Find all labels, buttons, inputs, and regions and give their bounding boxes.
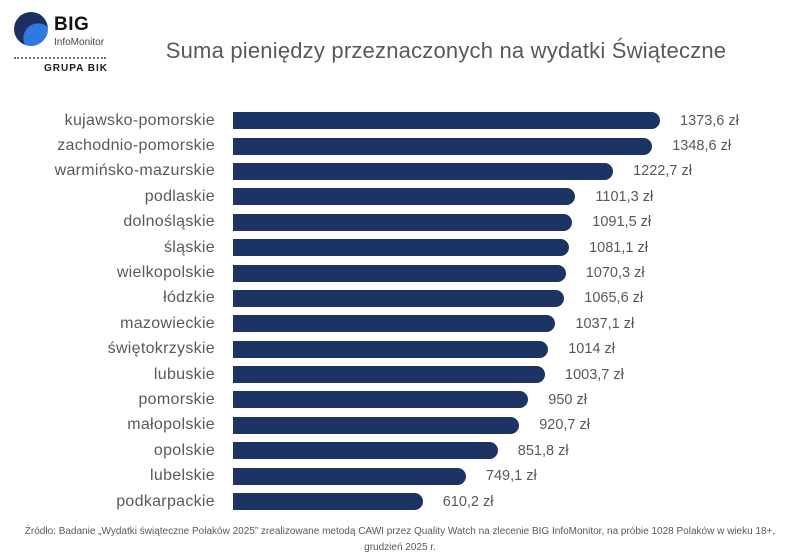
bar	[233, 442, 498, 460]
bar	[233, 289, 565, 307]
category-label: podlaskie	[144, 187, 215, 205]
value-label: 1081,1 zł	[589, 239, 648, 256]
bar	[233, 391, 529, 409]
category-label: opolskie	[153, 441, 215, 459]
chart-row: podkarpackie 610,2 zł	[0, 489, 800, 514]
bar	[233, 340, 549, 358]
value-label: 1070,3 zł	[585, 265, 645, 282]
value-label: 1222,7 zł	[633, 163, 692, 180]
dotted-divider	[14, 57, 106, 59]
bar	[233, 239, 570, 257]
category-label: podkarpackie	[116, 492, 215, 510]
value-label: 920,7 zł	[539, 417, 590, 434]
logo-sub-text: InfoMonitor	[54, 37, 105, 48]
chart-row: małopolskie 920,7 zł	[0, 413, 800, 438]
category-label: wielkopolskie	[116, 264, 215, 282]
bar	[233, 493, 423, 511]
category-label: warmińsko-mazurskie	[54, 162, 215, 180]
chart-row: świętokrzyskie 1014 zł	[0, 337, 800, 362]
chart-row: opolskie 851,8 zł	[0, 438, 800, 463]
category-label: kujawsko-pomorskie	[64, 111, 215, 129]
value-label: 1065,6 zł	[584, 290, 644, 307]
bar	[233, 264, 566, 282]
category-label: świętokrzyskie	[107, 340, 215, 358]
value-label: 1003,7 zł	[565, 366, 624, 383]
chart-row: mazowieckie 1037,1 zł	[0, 311, 800, 336]
bar	[233, 315, 556, 333]
bar	[233, 467, 466, 485]
chart-row: warmińsko-mazurskie 1222,7 zł	[0, 159, 800, 184]
bar-chart: kujawsko-pomorskie 1373,6 zł zachodnio-pom…	[0, 108, 800, 514]
bar	[233, 188, 576, 206]
category-label: śląskie	[163, 238, 215, 256]
bar	[233, 366, 545, 384]
logo-group-text: GRUPA BIK	[44, 63, 108, 74]
source-note: Źródło: Badanie „Wydatki świąteczne Pola…	[24, 526, 776, 553]
category-label: małopolskie	[127, 416, 215, 434]
bar	[233, 416, 520, 434]
chart-row: śląskie 1081,1 zł	[0, 235, 800, 260]
category-label: pomorskie	[138, 390, 215, 408]
category-label: lubuskie	[153, 365, 215, 383]
value-label: 1037,1 zł	[575, 315, 635, 332]
chart-row: kujawsko-pomorskie 1373,6 zł	[0, 108, 800, 133]
value-label: 1348,6 zł	[672, 138, 732, 155]
category-label: łódzkie	[163, 289, 215, 307]
value-label: 1373,6 zł	[680, 112, 739, 129]
bar	[233, 137, 653, 155]
bar	[233, 162, 614, 180]
chart-row: dolnośląskie 1091,5 zł	[0, 210, 800, 235]
value-label: 1091,5 zł	[592, 214, 652, 231]
category-label: lubelskie	[150, 467, 215, 485]
big-infomonitor-logo-icon	[14, 12, 48, 46]
category-label: mazowieckie	[120, 314, 215, 332]
value-label: 950 zł	[548, 391, 587, 408]
chart-row: łódzkie 1065,6 zł	[0, 286, 800, 311]
value-label: 749,1 zł	[485, 468, 537, 485]
value-label: 610,2 zł	[442, 493, 494, 510]
value-label: 1101,3 zł	[595, 188, 654, 205]
chart-row: lubuskie 1003,7 zł	[0, 362, 800, 387]
category-label: dolnośląskie	[123, 213, 215, 231]
bar	[233, 213, 573, 231]
category-label: zachodnio-pomorskie	[57, 137, 215, 155]
chart-row: wielkopolskie 1070,3 zł	[0, 260, 800, 285]
chart-row: zachodnio-pomorskie 1348,6 zł	[0, 133, 800, 158]
chart-row: podlaskie 1101,3 zł	[0, 184, 800, 209]
value-label: 1014 zł	[568, 341, 615, 358]
chart-row: pomorskie 950 zł	[0, 387, 800, 412]
value-label: 851,8 zł	[517, 442, 569, 459]
logo-brand-text: BIG	[54, 14, 90, 35]
chart-row: lubelskie 749,1 zł	[0, 463, 800, 488]
bar	[233, 112, 660, 130]
page-title: Suma pieniędzy przeznaczonych na wydatki…	[165, 38, 727, 63]
header: BIG InfoMonitor GRUPA BIK Suma pieniędzy…	[0, 0, 800, 78]
big-infomonitor-logo: BIG InfoMonitor GRUPA BIK	[14, 12, 108, 74]
